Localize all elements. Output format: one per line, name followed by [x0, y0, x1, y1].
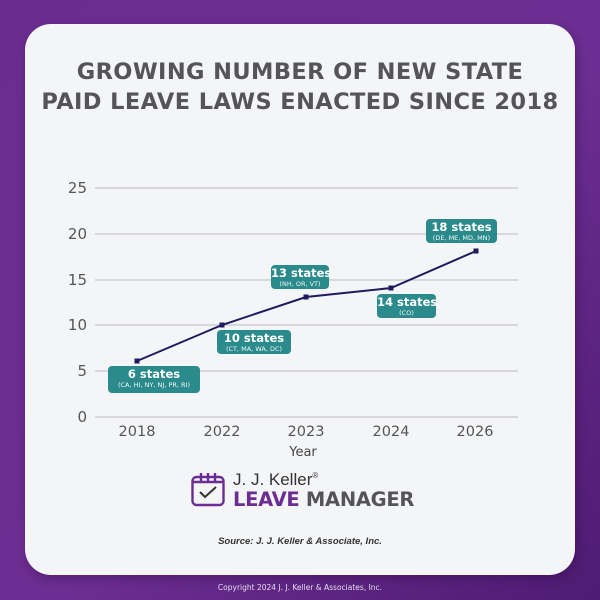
callout-detail: (CO) [399, 309, 414, 317]
x-tick: 2023 [288, 424, 325, 440]
callout-detail: (NH, OR, VT) [279, 280, 321, 288]
callout-2026: 18 states (DE, ME, MD, MN) [426, 219, 497, 243]
data-point-2018 [134, 358, 140, 364]
y-tick: 0 [77, 408, 87, 426]
x-tick: 2022 [204, 424, 241, 440]
chart-title: GROWING NUMBER OF NEW STATE PAID LEAVE L… [25, 57, 575, 117]
callout-2022: 10 states (CT, MA, WA, DC) [217, 330, 291, 354]
callout-label: 13 states [271, 266, 332, 280]
logo-brand-name: J. J. Keller® [233, 470, 318, 490]
y-tick: 20 [68, 225, 87, 243]
x-axis-ticks: 2018 2022 2023 2024 2026 [119, 424, 494, 440]
callout-label: 14 states [377, 295, 438, 309]
logo-product-manager: MANAGER [299, 488, 415, 511]
callout-2023: 13 states (NH, OR, VT) [271, 265, 332, 289]
data-markers [134, 248, 479, 364]
y-tick: 10 [68, 316, 87, 334]
callout-2018: 6 states (CA, HI, NY, NJ, PR, RI) [108, 366, 200, 393]
y-tick: 5 [77, 362, 87, 380]
data-point-2024 [388, 285, 394, 291]
callout-detail: (CT, MA, WA, DC) [225, 345, 283, 353]
x-tick: 2018 [119, 424, 156, 440]
data-point-2026 [473, 248, 479, 254]
chart-title-line-1: GROWING NUMBER OF NEW STATE [76, 59, 524, 85]
y-tick: 15 [68, 271, 87, 289]
chart-title-line-2: PAID LEAVE LAWS ENACTED SINCE 2018 [41, 89, 559, 115]
callout-detail: (CA, HI, NY, NJ, PR, RI) [117, 381, 190, 389]
callout-label: 18 states [431, 220, 492, 234]
callout-label: 10 states [223, 331, 285, 345]
y-axis-ticks: 25 20 15 10 5 0 [68, 179, 87, 426]
x-axis-label: Year [288, 445, 317, 460]
registered-mark: ® [312, 471, 319, 480]
data-point-2022 [219, 322, 225, 328]
source-note: Source: J. J. Keller & Associate, Inc. [218, 536, 382, 547]
callout-label: 6 states [127, 367, 181, 381]
copyright-notice: Copyright 2024 J. J. Keller & Associates… [217, 583, 383, 592]
logo-brand-text: J. J. Keller [233, 470, 313, 489]
callout-2024: 14 states (CO) [377, 294, 438, 318]
logo-product-leave: LEAVE [233, 488, 300, 511]
y-tick: 25 [68, 179, 87, 197]
data-point-2023 [303, 294, 309, 300]
jj-keller-leave-manager-logo: J. J. Keller® LEAVE MANAGER [165, 468, 414, 512]
x-tick: 2026 [457, 424, 494, 440]
callout-detail: (DE, ME, MD, MN) [432, 234, 491, 242]
logo-product-name: LEAVE MANAGER [233, 488, 414, 511]
x-tick: 2024 [373, 424, 410, 440]
calendar-check-icon [191, 473, 225, 507]
